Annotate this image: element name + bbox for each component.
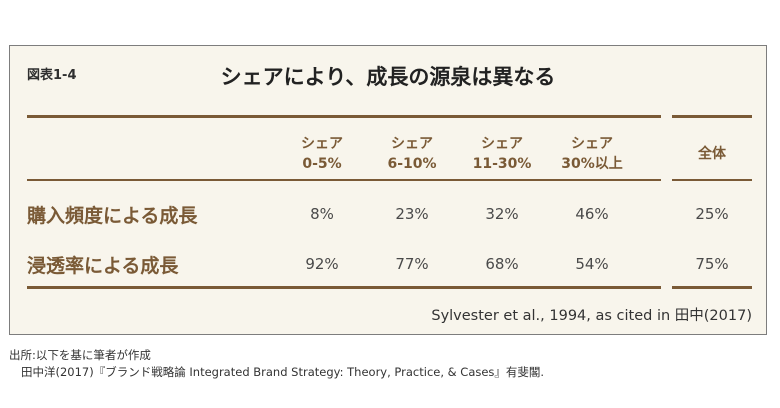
source-reference: 田中洋(2017)『ブランド戦略論 Integrated Brand Strat… [21, 365, 545, 379]
table-cell: 23% [395, 205, 429, 223]
column-header-share-30-plus: シェア 30%以上 [561, 136, 623, 172]
table-cell: 54% [575, 255, 609, 273]
table-cell: 92% [305, 255, 339, 273]
table-cell: 77% [395, 255, 429, 273]
table-cell: 8% [310, 205, 334, 223]
table-cell: 75% [695, 255, 729, 273]
header-separator-main [27, 179, 661, 181]
table-top-rule-total [672, 115, 752, 118]
citation: Sylvester et al., 1994, as cited in 田中(2… [431, 308, 752, 324]
column-header-share-11-30: シェア 11-30% [472, 136, 532, 172]
column-header-total: 全体 [698, 146, 726, 162]
header-separator-total [672, 179, 752, 181]
table-cell: 25% [695, 205, 729, 223]
table-top-rule-main [27, 115, 661, 118]
figure-title: シェアにより、成長の源泉は異なる [220, 65, 556, 89]
column-header-share-0-5: シェア 0-5% [301, 136, 343, 172]
figure-panel: 図表1-4 シェアにより、成長の源泉は異なる シェア 0-5% シェア 6-10… [9, 45, 767, 335]
table-cell: 32% [485, 205, 519, 223]
figure-label: 図表1-4 [27, 68, 77, 83]
row-label-penetration-growth: 浸透率による成長 [27, 255, 179, 277]
table-cell: 68% [485, 255, 519, 273]
table-cell: 46% [575, 205, 609, 223]
source-note: 出所:以下を基に筆者が作成 田中洋(2017)『ブランド戦略論 Integrat… [9, 347, 544, 381]
row-label-frequency-growth: 購入頻度による成長 [27, 205, 198, 227]
table-bottom-rule-main [27, 286, 661, 289]
column-header-share-6-10: シェア 6-10% [387, 136, 437, 172]
table-bottom-rule-total [672, 286, 752, 289]
source-line: 出所:以下を基に筆者が作成 [9, 348, 151, 362]
